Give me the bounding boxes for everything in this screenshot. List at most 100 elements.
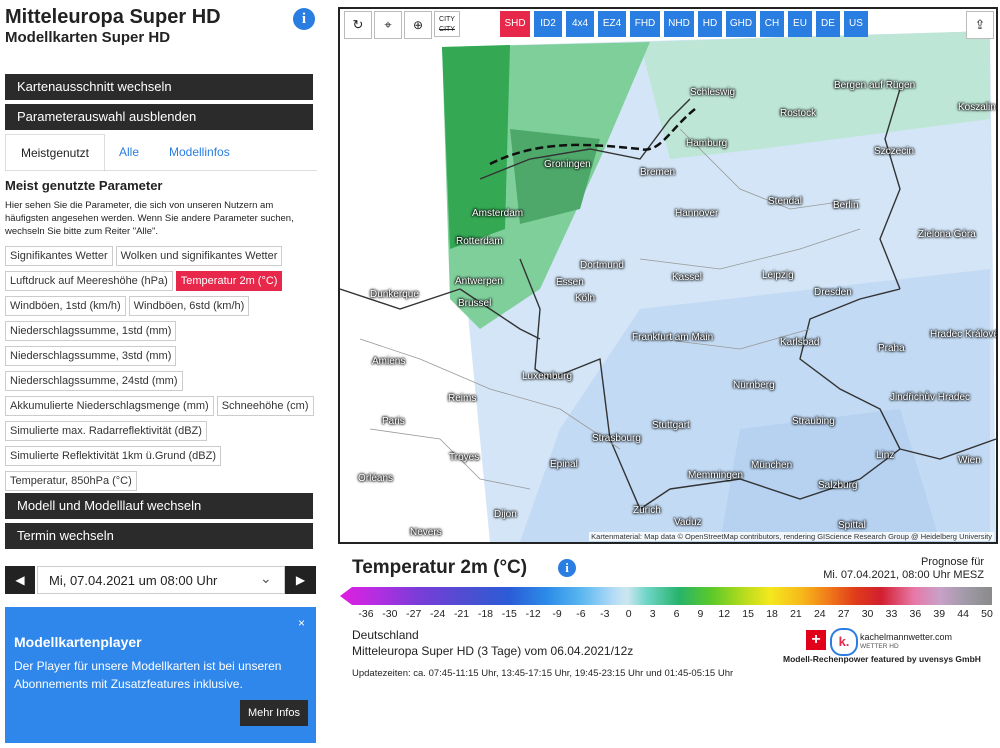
parameter-button[interactable]: Schneehöhe (cm) (216, 396, 314, 416)
legend-info-icon[interactable]: i (558, 559, 576, 577)
city-label: Leipzig (762, 270, 794, 281)
parameter-button[interactable]: Niederschlagssumme, 3std (mm) (5, 346, 177, 366)
scale-tick-label: 44 (957, 608, 969, 620)
scale-tick-label: -9 (552, 608, 562, 620)
parameter-button[interactable]: Windböen, 1std (km/h) (5, 296, 126, 316)
parameter-button[interactable]: Signifikantes Wetter (5, 246, 113, 266)
scale-tick-label: 3 (649, 608, 656, 620)
city-label: Frankfurt am Main (632, 332, 714, 343)
city-label: Wien (958, 455, 981, 466)
parameter-button[interactable]: Niederschlagssumme, 1std (mm) (5, 321, 177, 341)
city-label: Jindřichův Hradec (890, 392, 971, 403)
scale-tick-label: -3 (600, 608, 610, 620)
model-button[interactable]: EU (788, 11, 812, 37)
scale-tick-label: 9 (697, 608, 704, 620)
info-icon[interactable]: i (293, 8, 315, 30)
city-label: Dijon (494, 509, 517, 520)
tab[interactable]: Meistgenutzt (5, 134, 105, 172)
city-label: Kassel (672, 272, 703, 283)
model-run: Mitteleuropa Super HD (3 Tage) vom 06.04… (352, 644, 634, 658)
scale-tick-label: -30 (382, 608, 398, 620)
model-button[interactable]: NHD (664, 11, 694, 37)
region: Deutschland (352, 628, 419, 642)
parameter-button[interactable]: Akkumulierte Niederschlagsmenge (mm) (5, 396, 214, 416)
zoom-button[interactable]: ⊕ (404, 11, 432, 39)
location-button[interactable]: ⌖ (374, 11, 402, 39)
model-button[interactable]: US (844, 11, 868, 37)
city-label: Karlsbad (780, 337, 820, 348)
model-button[interactable]: CH (760, 11, 784, 37)
player-button[interactable]: Mehr Infos (240, 700, 308, 726)
parameter-button[interactable]: Windböen, 6std (km/h) (128, 296, 250, 316)
section-text: Hier sehen Sie die Parameter, die sich v… (5, 200, 294, 237)
forecast-time: Mi. 07.04.2021, 08:00 Uhr MESZ (823, 569, 984, 581)
city-label: Troyes (449, 452, 480, 463)
kachelmann-logo: k. (830, 628, 858, 656)
parameter-button[interactable]: Temperatur 2m (°C) (175, 271, 283, 291)
tab[interactable]: Modellinfos (169, 145, 230, 159)
scale-tick-label: -6 (576, 608, 586, 620)
share-button[interactable]: ⇪ (966, 11, 994, 39)
city-label: Dortmund (580, 260, 624, 271)
brand-tagline: Modell-Rechenpower featured by uvensys G… (783, 654, 981, 664)
sidebar-button[interactable]: Parameterauswahl ausblenden (5, 104, 313, 130)
parameter-button[interactable]: Wolken und signifikantes Wetter (115, 246, 283, 266)
scale-tick-label: 36 (909, 608, 922, 620)
parameter-button[interactable]: Niederschlagssumme, 24std (mm) (5, 371, 183, 391)
scale-tick-label: 12 (718, 608, 731, 620)
parameter-button[interactable]: Simulierte Reflektivität 1km ü.Grund (dB… (5, 446, 222, 466)
scale-tick-label: -36 (358, 608, 374, 620)
parameter-button[interactable]: Simulierte max. Radarreflektivität (dBZ) (5, 421, 207, 441)
model-button[interactable]: 4x4 (566, 11, 594, 37)
city-toggle[interactable]: CITY CITY (434, 11, 460, 37)
parameter-button[interactable]: Luftdruck auf Meereshöhe (hPa) (5, 271, 173, 291)
date-select[interactable]: Mi, 07.04.2021 um 08:00 Uhr ⌄ (37, 566, 285, 594)
city-label: Memmingen (688, 470, 744, 481)
prev-date[interactable]: ◀ (5, 566, 35, 594)
model-button[interactable]: DE (816, 11, 840, 37)
model-button[interactable]: HD (698, 11, 722, 37)
city-label: Nevers (410, 527, 442, 538)
city-label: Vaduz (674, 517, 702, 528)
scale-tick-label: 39 (933, 608, 946, 620)
sidebar-button[interactable]: Kartenausschnitt wechseln (5, 74, 313, 100)
model-button[interactable]: GHD (726, 11, 756, 37)
model-button[interactable]: EZ4 (598, 11, 626, 37)
next-date[interactable]: ▶ (285, 566, 316, 594)
city-label: Dunkerque (370, 289, 419, 300)
city-label: Amiens (372, 356, 406, 367)
parameter-button[interactable]: Temperatur, 850hPa (°C) (5, 471, 137, 491)
model-button[interactable]: SHD (500, 11, 530, 37)
scale-tick-label: 6 (673, 608, 680, 620)
color-scale (340, 587, 992, 605)
city-label: Antwerpen (455, 276, 503, 287)
city-label: Köln (575, 293, 596, 304)
swiss-logo: + (806, 630, 826, 650)
city-label: Paris (382, 416, 405, 427)
close-icon[interactable]: × (298, 616, 306, 630)
model-button[interactable]: ID2 (534, 11, 562, 37)
scale-tick-label: 33 (885, 608, 898, 620)
city-label: Praha (878, 343, 905, 354)
section-title: Meist genutzte Parameter (5, 178, 163, 193)
map-attribution: Kartenmaterial: Map data © OpenStreetMap… (589, 532, 994, 541)
city-label: Epinal (550, 459, 578, 470)
refresh-button[interactable]: ↻ (344, 11, 372, 39)
city-label: Bremen (640, 167, 676, 178)
city-label: Zürich (633, 505, 661, 516)
city-label: Strasbourg (592, 433, 641, 444)
page-subtitle: Modellkarten Super HD (5, 29, 171, 46)
city-label: Salzburg (818, 480, 858, 491)
tab[interactable]: Alle (119, 145, 140, 159)
sidebar-button[interactable]: Modell und Modelllauf wechseln (5, 493, 313, 519)
model-button[interactable]: FHD (630, 11, 660, 37)
scale-tick-label: -18 (477, 608, 494, 620)
update-times: Updatezeiten: ca. 07:45-11:15 Uhr, 13:45… (352, 668, 734, 679)
sidebar-button[interactable]: Termin wechseln (5, 523, 313, 549)
legend-title: Temperatur 2m (°C) (352, 557, 528, 578)
city-label: München (751, 460, 793, 471)
city-label: Luxemburg (522, 371, 573, 382)
scale-tick-label: 50 (981, 608, 993, 620)
parameter-list: Signifikantes Wetter Wolken und signifika… (5, 246, 317, 521)
